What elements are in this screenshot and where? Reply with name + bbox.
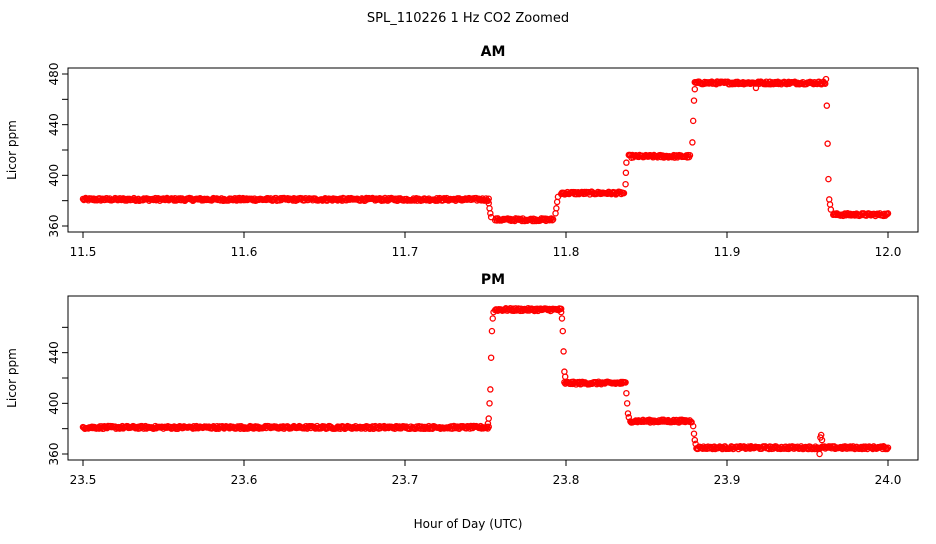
data-point	[624, 410, 632, 417]
data-point	[691, 436, 699, 444]
data-point	[548, 216, 556, 224]
data-point	[884, 444, 892, 451]
data-point	[560, 348, 567, 355]
data-point	[622, 379, 629, 386]
x-tick-label: 23.6	[231, 473, 258, 487]
data-point	[622, 169, 630, 177]
data-point	[884, 210, 892, 217]
x-tick-label: 23.5	[70, 473, 97, 487]
data-point	[686, 152, 694, 159]
x-tick-label: 23.7	[392, 473, 419, 487]
data-point	[561, 373, 569, 380]
am-panel: AM Licor ppm 11.5 11.6 11.7 11.8 11.9 12.0 360 40…	[5, 44, 919, 259]
y-tick-label: 360	[47, 443, 61, 466]
data-point	[488, 327, 496, 335]
data-point	[557, 305, 565, 313]
data-point	[558, 315, 566, 322]
am-y-axis-label: Licor ppm	[5, 120, 19, 180]
data-point	[485, 423, 492, 431]
x-tick-label: 11.5	[70, 245, 97, 259]
data-point	[625, 414, 633, 421]
data-point	[823, 102, 831, 109]
data-point	[816, 450, 823, 458]
x-tick-label: 12.0	[875, 245, 902, 259]
data-point	[487, 210, 494, 217]
data-point	[485, 415, 492, 422]
data-point	[623, 389, 630, 397]
y-tick-label: 400	[47, 164, 61, 187]
data-point	[487, 354, 495, 361]
data-point	[689, 117, 697, 125]
data-point	[553, 205, 560, 212]
data-point	[692, 440, 699, 448]
data-point	[549, 216, 557, 223]
data-point	[690, 97, 698, 104]
am-plot-frame	[67, 67, 919, 233]
x-tick-label: 23.9	[714, 473, 741, 487]
pm-data-points	[79, 304, 892, 458]
data-point	[561, 368, 568, 375]
x-tick-label: 11.9	[714, 245, 741, 259]
y-tick-label: 440	[47, 113, 61, 136]
data-point	[553, 198, 561, 206]
data-point	[691, 85, 699, 93]
data-point	[557, 308, 565, 316]
data-point	[623, 159, 630, 166]
data-point	[623, 400, 631, 407]
data-point	[620, 189, 628, 197]
data-point	[825, 175, 832, 183]
data-point	[485, 195, 492, 202]
data-point	[818, 436, 826, 444]
pm-panel: PM Licor ppm 23.5 23.6 23.7 23.8 23.9 24.0 360 40…	[5, 272, 919, 487]
data-point	[486, 400, 493, 407]
data-point	[822, 75, 830, 83]
data-point	[690, 430, 698, 437]
data-point	[622, 180, 629, 188]
data-point	[752, 84, 760, 92]
x-tick-label: 24.0	[875, 473, 902, 487]
data-point	[559, 327, 567, 335]
data-point	[487, 213, 495, 221]
data-point	[825, 196, 833, 203]
x-axis-label: Hour of Day (UTC)	[414, 517, 523, 531]
pm-y-axis-label: Licor ppm	[5, 348, 19, 408]
data-point	[827, 206, 835, 213]
y-tick-label: 360	[47, 215, 61, 238]
data-point	[554, 193, 562, 201]
data-point	[490, 308, 497, 316]
y-tick-label: 440	[47, 341, 61, 364]
data-point	[826, 201, 834, 208]
data-point	[824, 140, 831, 147]
data-point	[486, 205, 493, 212]
x-tick-label: 11.8	[553, 245, 580, 259]
y-tick-label: 400	[47, 392, 61, 415]
figure-title: SPL_110226 1 Hz CO2 Zoomed	[367, 11, 569, 26]
am-panel-title: AM	[481, 44, 506, 60]
x-tick-label: 23.8	[553, 473, 580, 487]
pm-panel-title: PM	[481, 272, 505, 288]
data-point	[489, 315, 496, 322]
am-data-points	[79, 75, 892, 225]
data-point	[689, 139, 696, 146]
x-tick-label: 11.7	[392, 245, 419, 259]
data-point	[552, 210, 559, 217]
data-point	[689, 422, 697, 430]
data-point	[487, 386, 494, 393]
x-tick-label: 11.6	[231, 245, 258, 259]
y-tick-label: 480	[47, 63, 61, 86]
